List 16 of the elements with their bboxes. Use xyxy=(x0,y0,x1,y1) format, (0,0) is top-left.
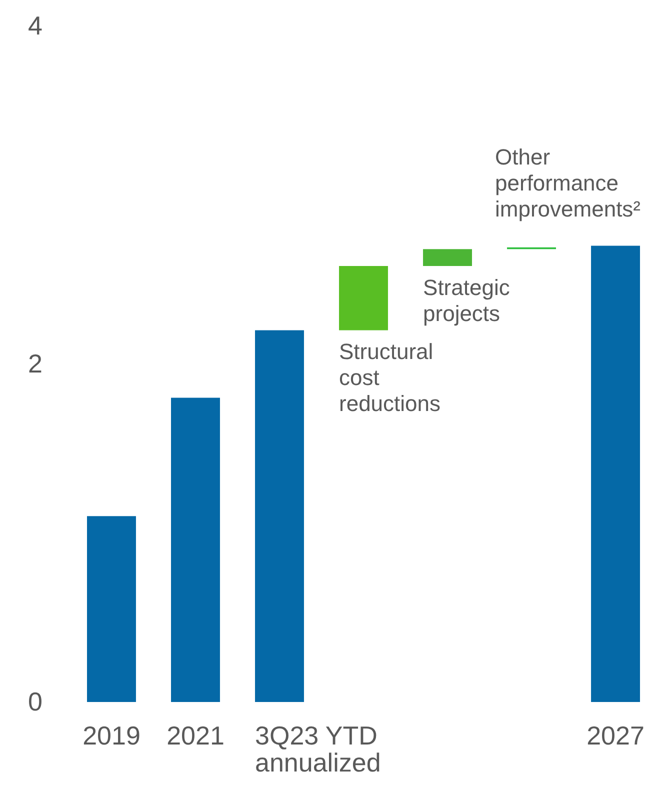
bar xyxy=(87,516,136,702)
y-tick-label: 2 xyxy=(28,348,42,378)
x-tick-label: 2021 xyxy=(166,720,224,750)
bar xyxy=(423,249,472,266)
x-tick-label: Structural cost reductions xyxy=(339,339,441,416)
x-tick-label: 2019 xyxy=(82,720,140,750)
x-tick-label: Strategic projects xyxy=(423,274,510,326)
bar xyxy=(339,266,388,330)
x-tick-label: 3Q23 YTD annualized xyxy=(255,720,381,778)
bar xyxy=(171,398,220,702)
y-tick-label: 0 xyxy=(28,686,42,716)
bar xyxy=(255,330,304,702)
x-tick-label: Other performance improvements² xyxy=(495,144,641,222)
y-tick-label: 4 xyxy=(28,10,42,40)
bar xyxy=(591,246,640,702)
x-tick-label: 2027 xyxy=(586,720,644,750)
